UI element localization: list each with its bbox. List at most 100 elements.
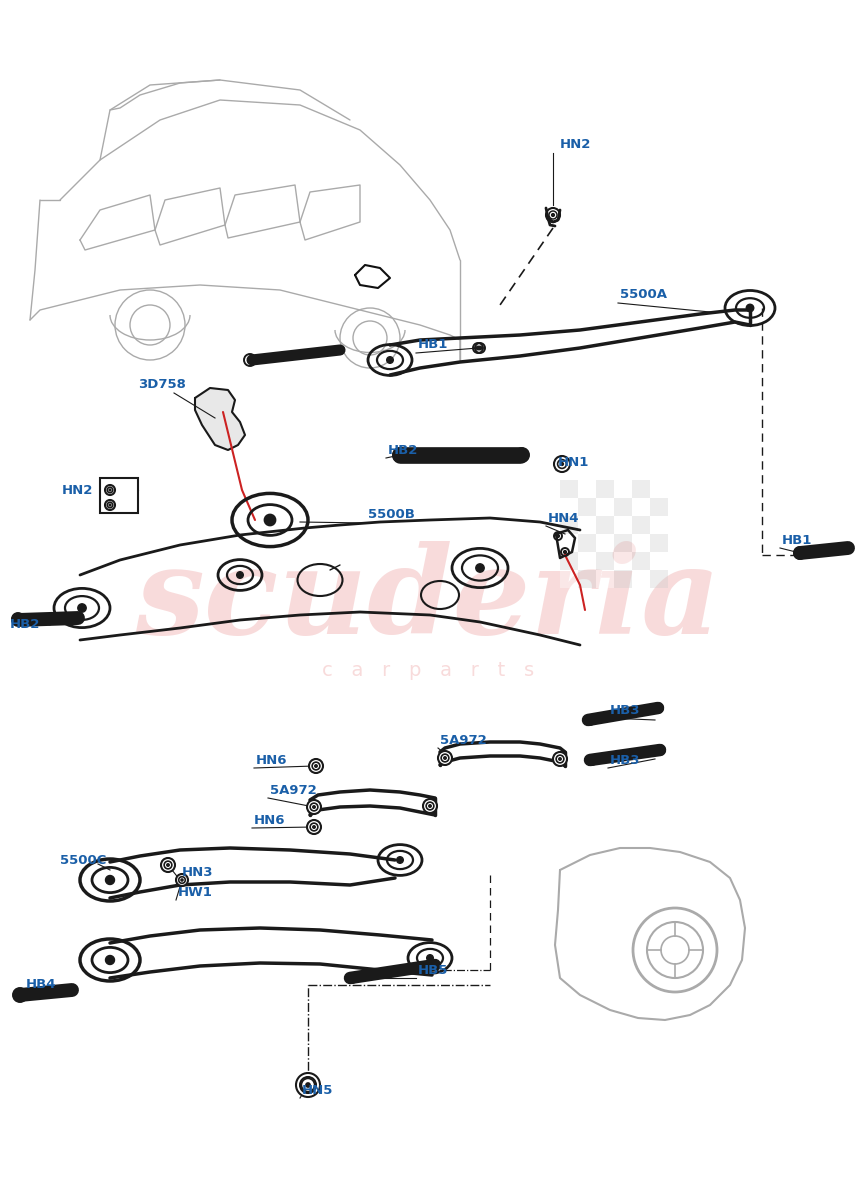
- Bar: [560, 498, 578, 516]
- Text: HB4: HB4: [26, 978, 56, 991]
- Text: 5A972: 5A972: [270, 784, 317, 797]
- Circle shape: [181, 878, 183, 881]
- Bar: [614, 516, 632, 534]
- Bar: [632, 516, 650, 534]
- Circle shape: [397, 452, 402, 457]
- Circle shape: [798, 551, 802, 556]
- Text: c   a   r   p   a   r   t   s: c a r p a r t s: [322, 660, 534, 679]
- Bar: [578, 534, 596, 552]
- Bar: [578, 552, 596, 570]
- Bar: [632, 570, 650, 588]
- Circle shape: [265, 515, 276, 526]
- Circle shape: [16, 617, 20, 622]
- Bar: [650, 516, 668, 534]
- Circle shape: [105, 955, 115, 965]
- Bar: [560, 516, 578, 534]
- Text: HB2: HB2: [388, 444, 419, 456]
- Text: HB1: HB1: [418, 338, 449, 352]
- Bar: [650, 534, 668, 552]
- Bar: [632, 552, 650, 570]
- Circle shape: [556, 535, 560, 538]
- Text: HN6: HN6: [256, 754, 288, 767]
- Circle shape: [176, 874, 188, 886]
- Circle shape: [591, 758, 594, 762]
- Text: HB3: HB3: [610, 754, 640, 767]
- Text: 5500B: 5500B: [368, 509, 415, 522]
- Circle shape: [309, 758, 323, 773]
- Text: HB1: HB1: [782, 534, 812, 546]
- Circle shape: [296, 1073, 320, 1097]
- Text: HB3: HB3: [610, 703, 640, 716]
- Bar: [560, 570, 578, 588]
- Bar: [650, 480, 668, 498]
- Circle shape: [315, 764, 318, 767]
- Circle shape: [248, 358, 253, 362]
- Circle shape: [553, 752, 567, 766]
- Circle shape: [559, 757, 562, 761]
- Circle shape: [561, 462, 563, 466]
- Circle shape: [18, 992, 22, 997]
- Circle shape: [161, 858, 175, 872]
- Bar: [560, 480, 578, 498]
- Bar: [614, 570, 632, 588]
- Text: HN4: HN4: [548, 511, 580, 524]
- Bar: [614, 534, 632, 552]
- Circle shape: [746, 305, 754, 312]
- Bar: [596, 570, 614, 588]
- Bar: [596, 516, 614, 534]
- Text: HN3: HN3: [182, 865, 213, 878]
- Circle shape: [443, 757, 446, 760]
- Circle shape: [78, 604, 86, 612]
- Bar: [560, 534, 578, 552]
- Circle shape: [657, 707, 660, 709]
- Bar: [650, 498, 668, 516]
- Circle shape: [429, 805, 431, 808]
- Circle shape: [105, 876, 115, 884]
- Text: 5500C: 5500C: [60, 853, 106, 866]
- Circle shape: [306, 1082, 310, 1087]
- Circle shape: [105, 485, 115, 494]
- Text: HN5: HN5: [302, 1084, 333, 1097]
- Text: HB5: HB5: [418, 964, 449, 977]
- Circle shape: [109, 490, 111, 491]
- Bar: [614, 552, 632, 570]
- Bar: [596, 552, 614, 570]
- Circle shape: [563, 551, 567, 553]
- Circle shape: [312, 805, 315, 809]
- Text: HN1: HN1: [558, 456, 590, 468]
- Bar: [596, 534, 614, 552]
- Circle shape: [438, 751, 452, 766]
- Bar: [560, 552, 578, 570]
- Circle shape: [520, 452, 525, 457]
- Bar: [632, 498, 650, 516]
- Circle shape: [658, 749, 662, 751]
- Circle shape: [312, 826, 315, 828]
- Circle shape: [307, 800, 321, 814]
- Circle shape: [426, 955, 433, 961]
- Bar: [632, 480, 650, 498]
- Polygon shape: [195, 388, 245, 450]
- Circle shape: [307, 820, 321, 834]
- Circle shape: [588, 719, 591, 721]
- Circle shape: [476, 347, 479, 349]
- Circle shape: [350, 977, 354, 979]
- Bar: [578, 498, 596, 516]
- Text: HN6: HN6: [254, 814, 286, 827]
- Text: scuderia: scuderia: [135, 541, 721, 659]
- Circle shape: [423, 799, 437, 814]
- Text: 3D758: 3D758: [138, 378, 186, 391]
- Bar: [578, 480, 596, 498]
- Circle shape: [167, 864, 169, 866]
- Bar: [578, 570, 596, 588]
- Bar: [596, 498, 614, 516]
- Bar: [614, 480, 632, 498]
- Circle shape: [387, 356, 393, 364]
- Circle shape: [554, 456, 570, 472]
- Bar: [650, 552, 668, 570]
- Text: HN2: HN2: [560, 138, 591, 151]
- Circle shape: [479, 347, 482, 349]
- Circle shape: [476, 564, 484, 572]
- Bar: [650, 570, 668, 588]
- Text: HN2: HN2: [62, 484, 93, 497]
- Text: HB2: HB2: [10, 618, 40, 631]
